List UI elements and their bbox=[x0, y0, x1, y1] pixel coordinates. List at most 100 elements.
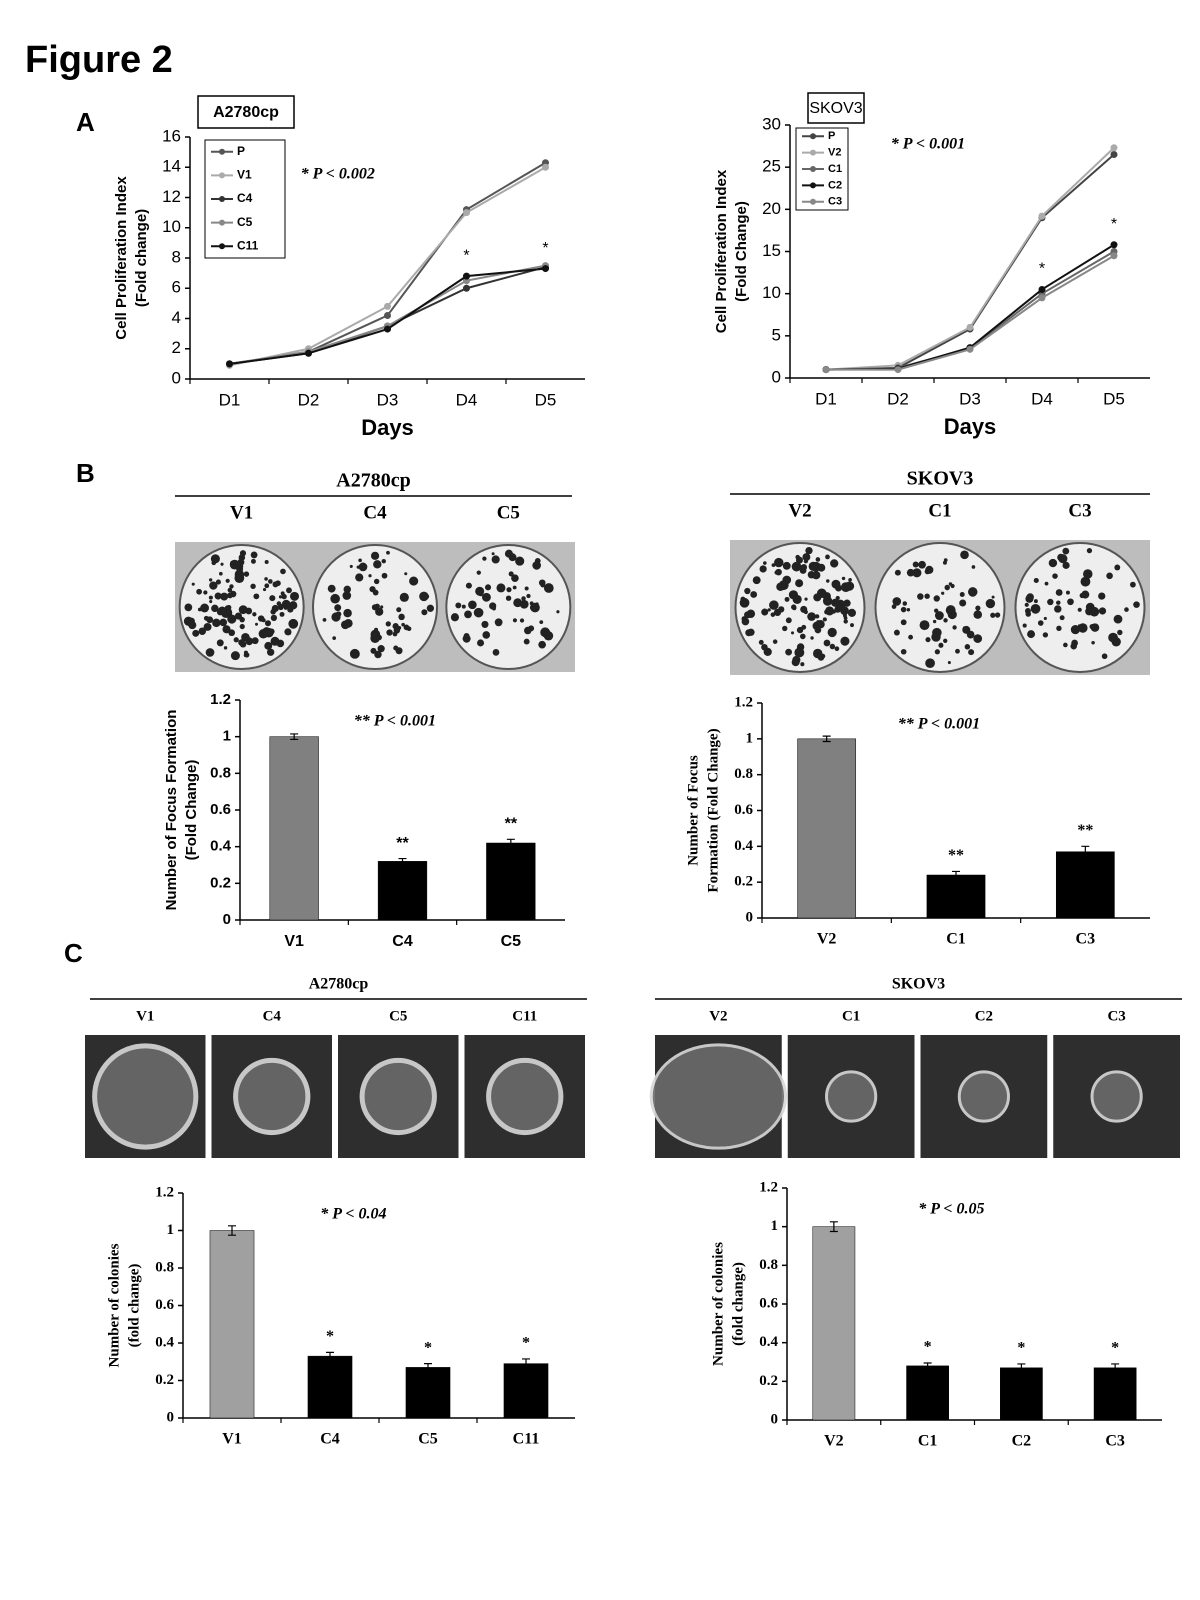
colony-dot bbox=[1089, 606, 1100, 617]
y-axis-label: (fold change) bbox=[730, 1262, 746, 1346]
colony-dot bbox=[494, 618, 503, 627]
y-axis-label: Formation (Fold Change) bbox=[705, 728, 721, 892]
colony-dot bbox=[967, 587, 978, 597]
y-tick-label: 8 bbox=[172, 247, 181, 266]
colony-dot bbox=[841, 576, 846, 581]
colony-dot bbox=[807, 612, 816, 621]
colony-dot bbox=[973, 610, 983, 619]
y-axis-label: (Fold change) bbox=[133, 209, 150, 307]
significance: ** bbox=[948, 847, 964, 864]
colony-dot bbox=[368, 574, 372, 578]
colony-dot bbox=[1059, 615, 1065, 621]
colony-dot bbox=[917, 593, 924, 600]
colony-dot bbox=[778, 606, 785, 613]
colony-dot bbox=[925, 658, 935, 669]
colony-dot bbox=[191, 582, 195, 586]
y-tick-label: 1 bbox=[746, 730, 754, 746]
colony-dot bbox=[968, 649, 975, 656]
colony-dot bbox=[409, 576, 419, 586]
colony-dot bbox=[476, 570, 481, 575]
colony-dot bbox=[955, 648, 960, 654]
colony-dot bbox=[830, 559, 839, 568]
error-bar bbox=[952, 870, 960, 880]
photo-label: V1 bbox=[230, 502, 253, 523]
colony-dot bbox=[831, 598, 840, 607]
colony-dot bbox=[481, 620, 489, 628]
y-tick-label: 0.6 bbox=[734, 802, 753, 818]
point bbox=[1038, 212, 1046, 220]
colony-dot bbox=[484, 584, 492, 591]
legend-marker bbox=[219, 172, 225, 179]
colony-dot bbox=[792, 594, 802, 605]
colony-dot bbox=[1057, 553, 1065, 561]
colony-dot bbox=[1022, 623, 1027, 628]
photo-label: C3 bbox=[1068, 500, 1091, 521]
colony-dot bbox=[482, 631, 491, 639]
y-tick-label: 0.8 bbox=[210, 764, 231, 781]
colony-dot bbox=[386, 550, 390, 555]
x-tick-label: D2 bbox=[298, 390, 320, 409]
y-axis-label: Number of colonies bbox=[106, 1243, 122, 1367]
colony-dot bbox=[800, 564, 808, 571]
x-tick-label: C4 bbox=[320, 1431, 340, 1448]
colony bbox=[359, 1057, 437, 1136]
colony-dot bbox=[264, 583, 270, 589]
colony-dot bbox=[216, 608, 224, 616]
colony-dot bbox=[332, 636, 336, 640]
colony-dot bbox=[1091, 640, 1095, 645]
y-tick-label: 0.6 bbox=[155, 1297, 174, 1313]
colony-dot bbox=[530, 602, 540, 613]
colony-dot bbox=[512, 585, 517, 590]
colony-dot bbox=[782, 625, 788, 632]
colony-dot bbox=[538, 579, 546, 587]
colony-dot bbox=[219, 618, 228, 627]
point bbox=[1038, 285, 1046, 293]
colony-dot bbox=[349, 564, 353, 568]
colony-dot bbox=[255, 622, 259, 626]
point bbox=[1110, 144, 1118, 152]
colony-dot bbox=[952, 625, 957, 630]
colony-dot bbox=[515, 556, 525, 566]
error-bar bbox=[1017, 1363, 1026, 1373]
colony-dot bbox=[1054, 605, 1062, 613]
colony-dot bbox=[1077, 607, 1082, 612]
y-tick-label: 1.2 bbox=[210, 691, 231, 708]
colony bbox=[486, 1057, 564, 1136]
colony-dot bbox=[230, 651, 240, 661]
legend-label: P bbox=[828, 130, 835, 142]
colony-dot bbox=[912, 561, 919, 568]
colony-dot bbox=[492, 648, 500, 656]
y-tick-label: 0.2 bbox=[759, 1373, 778, 1389]
chart: 0 2 4 6 8 10 12 14 16 D1 D2 D3 D4 D5 Cell Proliferatio… bbox=[113, 95, 585, 440]
colony-dot bbox=[268, 579, 273, 584]
y-tick-label: 0 bbox=[746, 909, 754, 925]
photo-label: C2 bbox=[975, 1008, 993, 1024]
colony-dot bbox=[209, 599, 213, 604]
colony-dot bbox=[393, 645, 399, 651]
colony-dot bbox=[1111, 637, 1121, 647]
colony-dot bbox=[931, 632, 941, 642]
legend-label: C5 bbox=[237, 215, 253, 229]
y-tick-label: 0.6 bbox=[759, 1295, 778, 1311]
colony-dot bbox=[478, 592, 483, 597]
point bbox=[1110, 151, 1118, 159]
y-tick-label: 14 bbox=[162, 157, 181, 176]
title-box bbox=[807, 92, 865, 124]
bar bbox=[812, 1226, 856, 1421]
line bbox=[825, 147, 1115, 371]
point bbox=[542, 163, 549, 171]
legend-label: C4 bbox=[237, 191, 253, 205]
colony-dot bbox=[277, 603, 284, 611]
colony-dot bbox=[778, 580, 789, 591]
y-tick-label: 1.2 bbox=[734, 694, 753, 710]
colony-dot bbox=[1044, 581, 1049, 586]
colony-dot bbox=[1070, 642, 1077, 650]
colony-dot bbox=[770, 612, 776, 617]
colony-dot bbox=[1070, 625, 1080, 635]
x-tick-label: V2 bbox=[817, 931, 837, 948]
point bbox=[384, 325, 391, 333]
colony-dot bbox=[340, 620, 350, 630]
bar bbox=[209, 1230, 255, 1419]
colony-dot bbox=[381, 559, 386, 564]
error-bar bbox=[398, 857, 407, 865]
